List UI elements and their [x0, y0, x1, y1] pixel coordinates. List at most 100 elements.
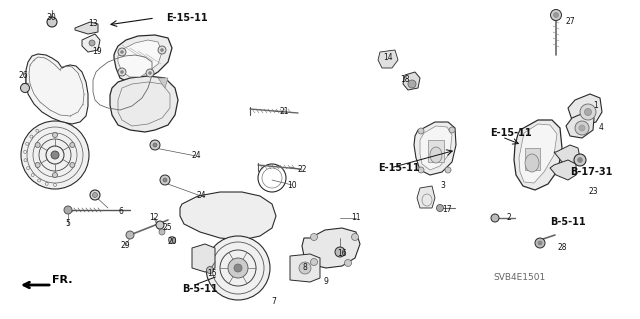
Circle shape [491, 214, 499, 222]
Circle shape [577, 158, 582, 162]
Circle shape [299, 262, 311, 274]
Text: 7: 7 [271, 298, 276, 307]
Text: SVB4E1501: SVB4E1501 [494, 273, 546, 283]
Text: B-5-11: B-5-11 [182, 284, 218, 294]
Circle shape [228, 258, 248, 278]
Circle shape [168, 236, 175, 243]
Polygon shape [519, 124, 557, 183]
Text: 15: 15 [207, 270, 217, 278]
Polygon shape [302, 228, 360, 268]
Text: 30: 30 [46, 13, 56, 23]
Polygon shape [428, 140, 444, 162]
Text: 29: 29 [120, 241, 130, 250]
Polygon shape [114, 35, 172, 82]
Circle shape [538, 241, 542, 245]
Circle shape [64, 206, 72, 214]
Circle shape [579, 125, 585, 131]
Circle shape [70, 143, 75, 147]
Circle shape [120, 50, 124, 54]
Polygon shape [550, 160, 576, 180]
Circle shape [156, 221, 164, 229]
Circle shape [35, 143, 40, 147]
Polygon shape [417, 186, 435, 208]
Circle shape [234, 264, 242, 272]
Circle shape [52, 132, 58, 137]
Circle shape [51, 151, 59, 159]
Text: 24: 24 [191, 152, 201, 160]
Text: E-15-11: E-15-11 [166, 13, 207, 23]
Text: 10: 10 [287, 181, 297, 189]
Text: E-15-11: E-15-11 [378, 163, 420, 173]
Text: 13: 13 [88, 19, 98, 27]
Circle shape [160, 175, 170, 185]
Circle shape [408, 80, 416, 88]
Ellipse shape [525, 154, 539, 172]
Text: FR.: FR. [52, 275, 72, 285]
Circle shape [47, 17, 57, 27]
Text: 19: 19 [92, 48, 102, 56]
Circle shape [580, 104, 596, 120]
Circle shape [161, 48, 163, 51]
Text: 27: 27 [565, 18, 575, 26]
Polygon shape [525, 148, 540, 170]
Text: 5: 5 [65, 219, 70, 228]
Circle shape [35, 162, 40, 167]
Polygon shape [566, 112, 594, 138]
Polygon shape [82, 34, 100, 52]
Text: 12: 12 [149, 213, 159, 222]
Text: 4: 4 [598, 123, 604, 132]
Circle shape [335, 247, 345, 257]
Text: 2: 2 [507, 213, 511, 222]
Circle shape [206, 236, 270, 300]
Polygon shape [158, 78, 168, 88]
Circle shape [436, 204, 444, 211]
Circle shape [70, 162, 75, 167]
Circle shape [146, 69, 154, 77]
Circle shape [118, 68, 126, 76]
Polygon shape [554, 145, 580, 166]
Circle shape [158, 46, 166, 54]
Polygon shape [26, 54, 88, 124]
Text: 18: 18 [400, 76, 410, 85]
Circle shape [344, 259, 351, 266]
Text: B-5-11: B-5-11 [550, 217, 586, 227]
Text: 1: 1 [594, 100, 598, 109]
Text: 24: 24 [196, 191, 206, 201]
Ellipse shape [294, 260, 316, 276]
Text: E-15-11: E-15-11 [490, 128, 532, 138]
Circle shape [445, 167, 451, 173]
Circle shape [153, 143, 157, 147]
Polygon shape [420, 126, 452, 170]
Circle shape [550, 10, 561, 20]
Ellipse shape [430, 147, 442, 163]
Circle shape [584, 108, 591, 115]
Circle shape [207, 266, 214, 273]
Circle shape [20, 84, 29, 93]
Text: 9: 9 [324, 278, 328, 286]
Circle shape [535, 238, 545, 248]
Polygon shape [75, 22, 98, 34]
Text: 26: 26 [18, 70, 28, 79]
Polygon shape [192, 244, 215, 272]
Circle shape [418, 128, 424, 134]
Circle shape [21, 121, 89, 189]
Polygon shape [568, 94, 602, 126]
Circle shape [90, 190, 100, 200]
Text: 21: 21 [279, 108, 289, 116]
Circle shape [159, 229, 165, 235]
Circle shape [148, 71, 152, 75]
Circle shape [351, 234, 358, 241]
Text: 20: 20 [167, 236, 177, 246]
Polygon shape [414, 122, 456, 175]
Polygon shape [378, 50, 398, 68]
Text: 11: 11 [351, 213, 361, 222]
Text: 22: 22 [297, 166, 307, 174]
Circle shape [89, 40, 95, 46]
Circle shape [310, 258, 317, 265]
Text: 17: 17 [442, 205, 452, 214]
Circle shape [575, 121, 589, 135]
Polygon shape [514, 120, 562, 190]
Polygon shape [403, 72, 420, 90]
Circle shape [163, 178, 167, 182]
Text: B-17-31: B-17-31 [570, 167, 612, 177]
